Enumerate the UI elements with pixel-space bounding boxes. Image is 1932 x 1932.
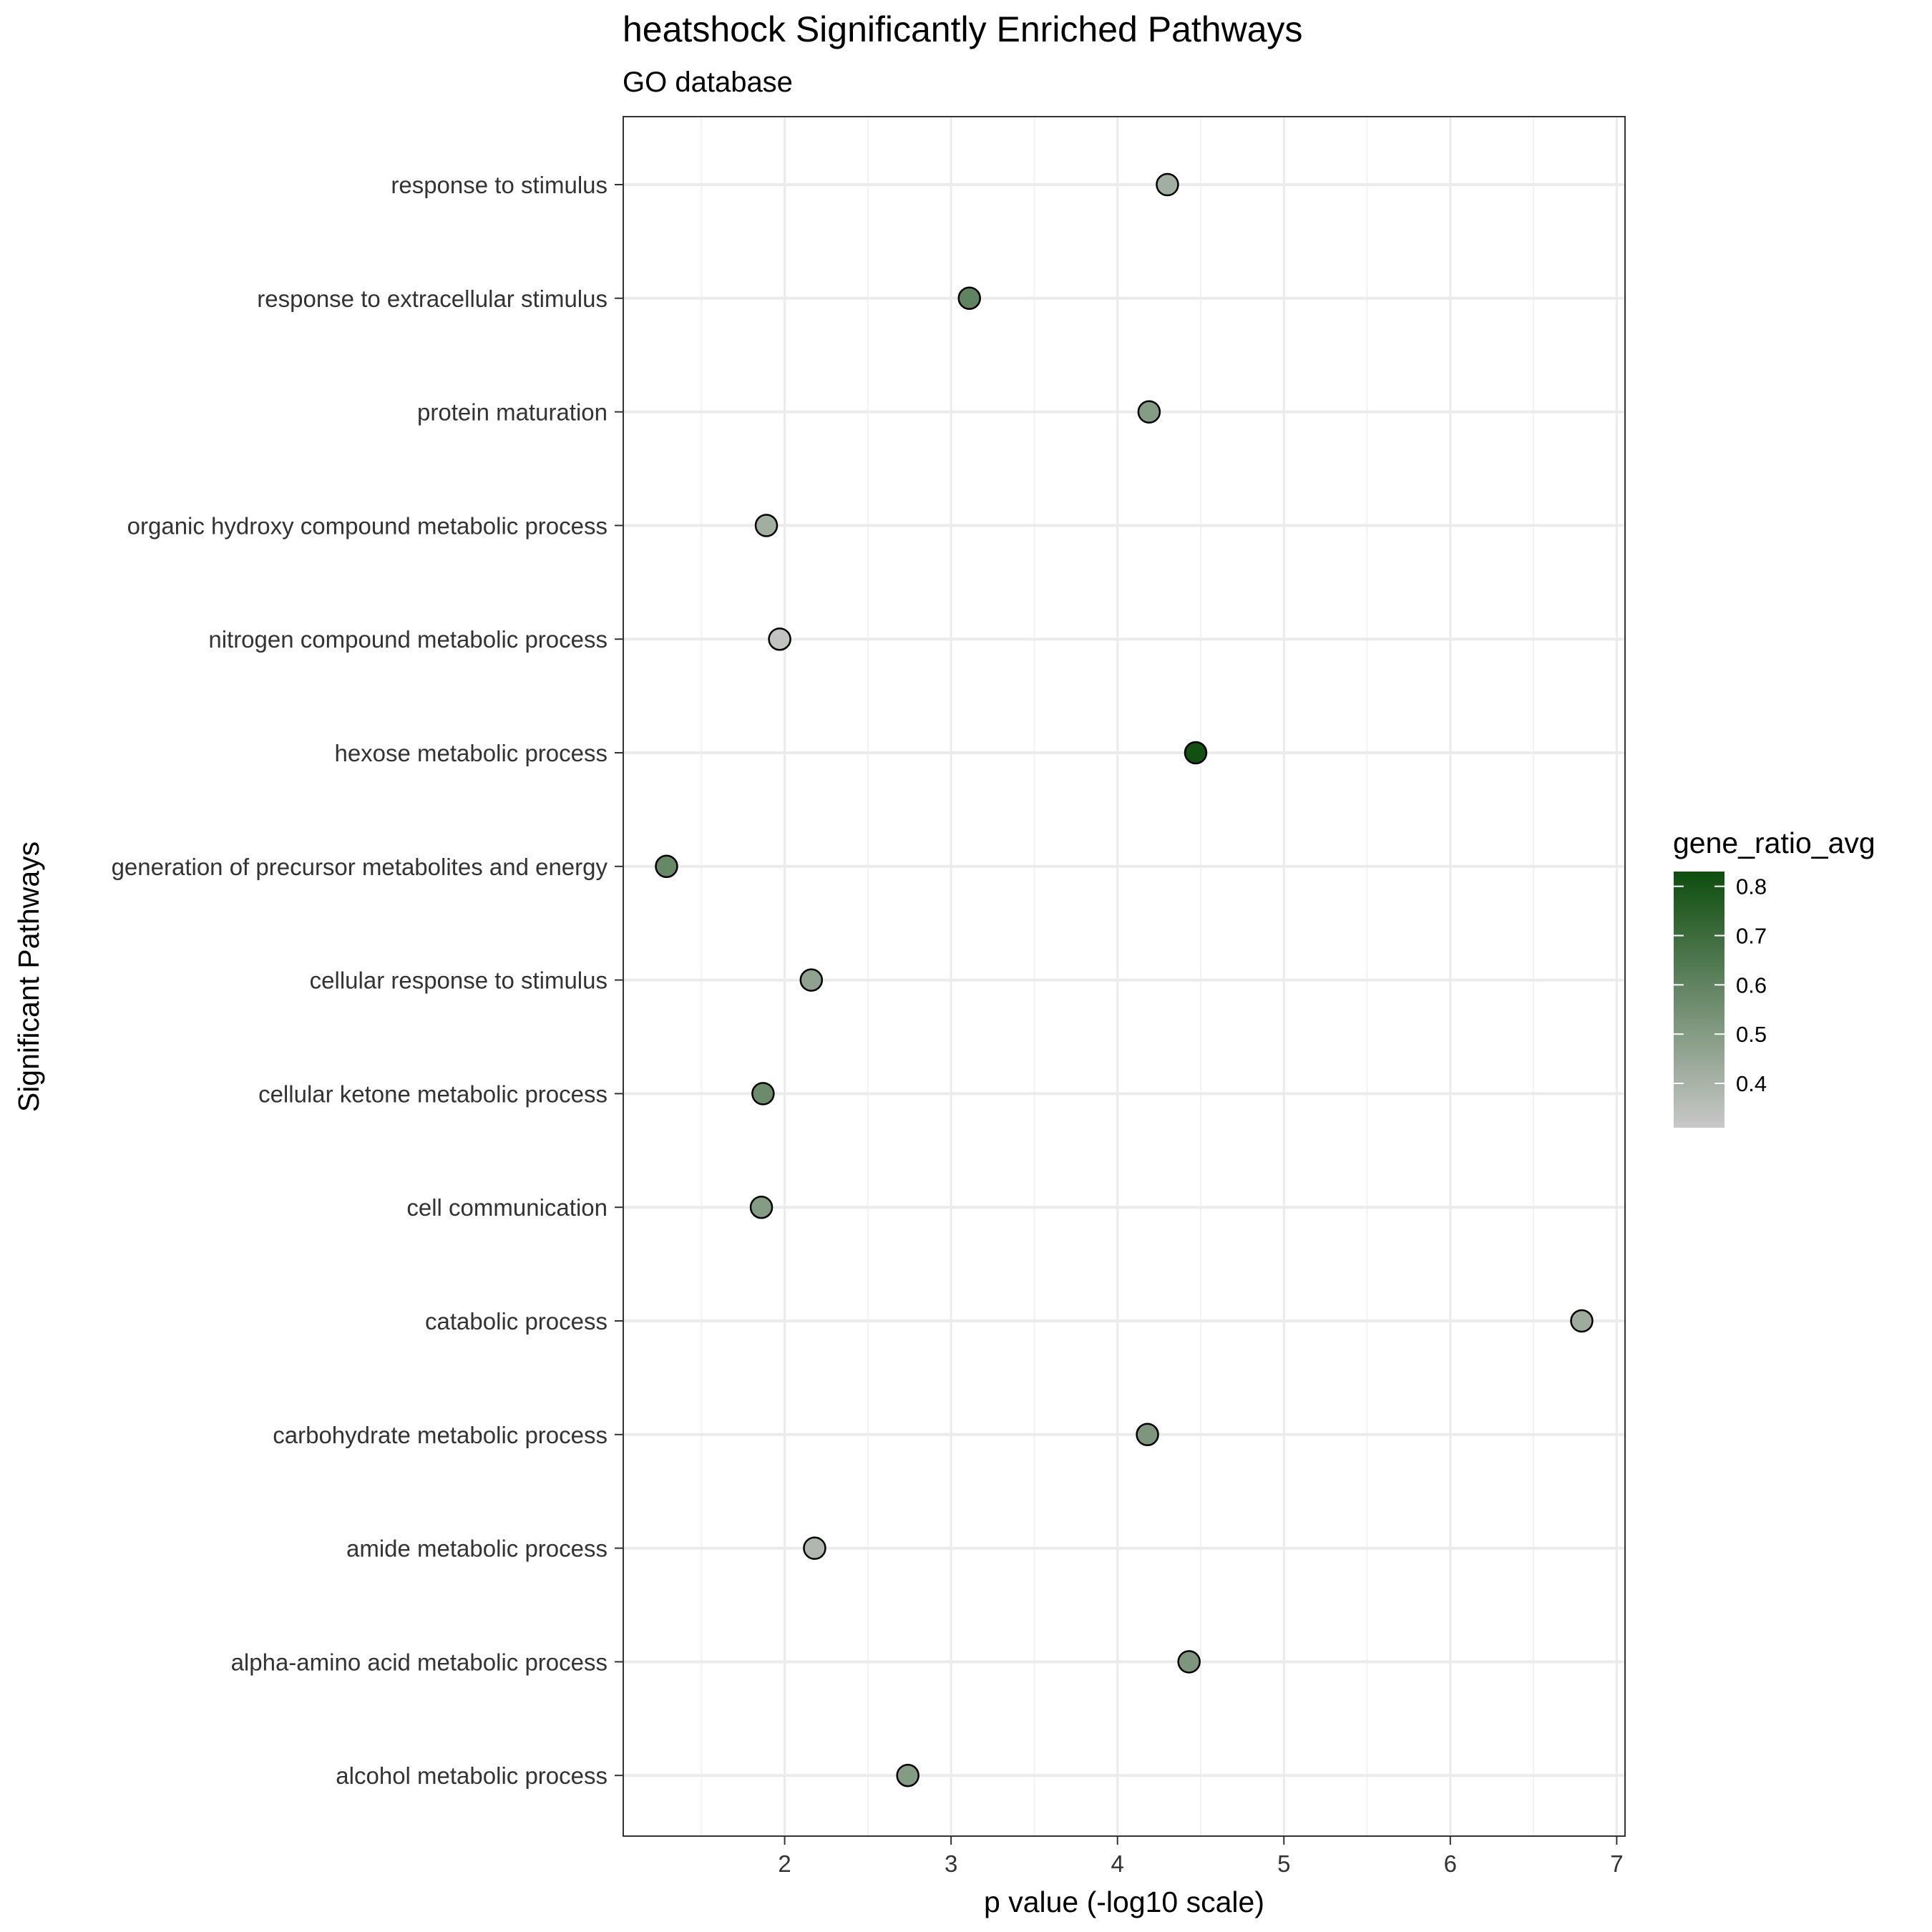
legend-colorbar: [1674, 872, 1724, 1128]
legend-tick-label: 0.4: [1736, 1071, 1767, 1096]
x-tick-label: 3: [945, 1850, 957, 1877]
major-gridlines: [623, 117, 1625, 1836]
y-tick-label: cellular response to stimulus: [310, 967, 608, 994]
legend-tick-label: 0.8: [1736, 874, 1767, 899]
y-tick-label: cellular ketone metabolic process: [258, 1080, 608, 1107]
y-tick-label: alcohol metabolic process: [336, 1762, 608, 1789]
y-tick-label: amide metabolic process: [346, 1536, 608, 1562]
y-tick-label: protein maturation: [417, 399, 608, 426]
data-point: [1136, 1423, 1159, 1447]
data-point: [754, 514, 779, 537]
color-legend: gene_ratio_avg 0.4 0.5 0.6 0.7 0.8: [1673, 826, 1875, 1128]
plot-panel-background: [623, 117, 1625, 1836]
y-axis-ticks: response to stimulus response to extracel…: [112, 172, 623, 1789]
legend-tick-label: 0.6: [1736, 972, 1767, 997]
data-point: [751, 1082, 775, 1106]
y-tick-label: generation of precursor metabolites and …: [112, 854, 608, 880]
y-tick-label: catabolic process: [425, 1308, 608, 1335]
chart-title: heatshock Significantly Enriched Pathway…: [623, 9, 1303, 49]
y-tick-label: nitrogen compound metabolic process: [208, 626, 608, 653]
legend-ticks: 0.4 0.5 0.6 0.7 0.8: [1674, 874, 1767, 1096]
y-tick-label: alpha-amino acid metabolic process: [231, 1649, 608, 1675]
x-tick-label: 7: [1610, 1850, 1623, 1877]
data-point: [1184, 741, 1208, 765]
y-axis-title: Significant Pathways: [12, 841, 45, 1112]
y-tick-label: cell communication: [406, 1194, 608, 1221]
x-axis-ticks: 2 3 4 5 6 7: [778, 1836, 1624, 1877]
y-tick-label: carbohydrate metabolic process: [273, 1422, 608, 1448]
data-point: [1137, 400, 1161, 424]
x-axis-title: p value (-log10 scale): [984, 1885, 1264, 1918]
data-point: [768, 627, 791, 651]
legend-tick-label: 0.7: [1736, 924, 1767, 949]
x-tick-label: 2: [778, 1850, 791, 1877]
chart-subtitle: GO database: [623, 67, 793, 98]
y-tick-label: response to stimulus: [391, 172, 608, 198]
data-point: [1570, 1309, 1594, 1333]
y-tick-label: response to extracellular stimulus: [257, 286, 608, 312]
data-point: [803, 1536, 826, 1560]
data-points: [655, 172, 1594, 1787]
legend-title: gene_ratio_avg: [1673, 826, 1875, 859]
x-tick-label: 6: [1444, 1850, 1457, 1877]
x-tick-label: 4: [1111, 1850, 1124, 1877]
data-point: [655, 854, 678, 879]
y-tick-label: organic hydroxy compound metabolic proce…: [127, 512, 608, 539]
data-point: [1156, 172, 1179, 197]
y-tick-label: hexose metabolic process: [334, 740, 608, 766]
plot-panel-border: [623, 116, 1626, 1837]
legend-tick-label: 0.5: [1736, 1022, 1767, 1047]
data-point: [799, 968, 824, 992]
x-tick-label: 5: [1277, 1850, 1290, 1877]
data-point: [957, 286, 981, 311]
data-point: [749, 1195, 774, 1219]
data-point: [1177, 1650, 1201, 1674]
data-point: [896, 1763, 919, 1787]
